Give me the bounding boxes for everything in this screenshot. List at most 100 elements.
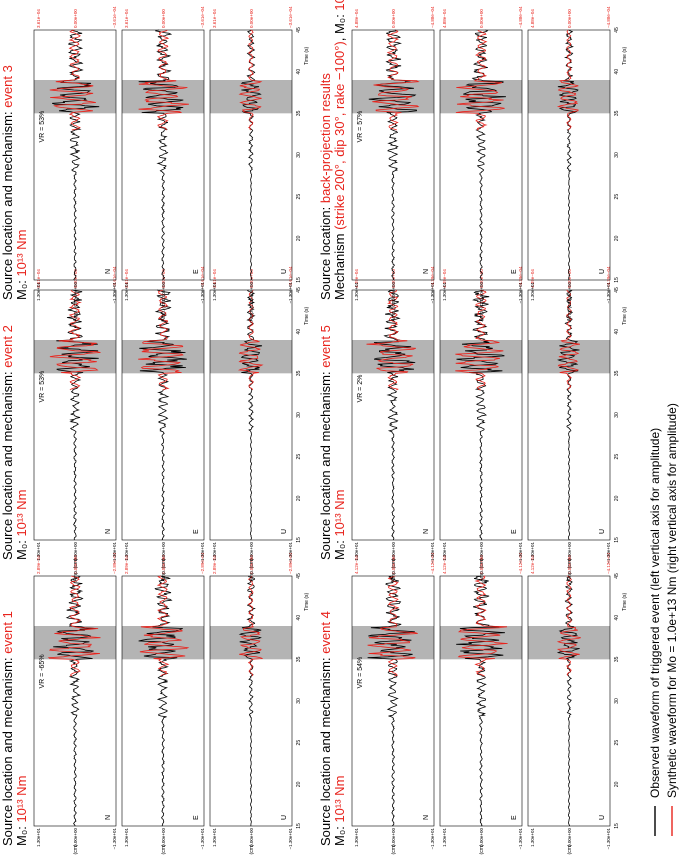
y-axis-label: Amp. (cm) [73,558,79,581]
right-tick-label: 4.39e−04 [354,269,359,288]
x-tick-label: 45 [614,27,620,33]
synthetic-trace [366,289,416,391]
right-tick-label: 4.12e−04 [354,555,359,574]
x-tick-label: 25 [614,194,620,200]
panel-frame [351,575,435,827]
time-window [210,625,292,660]
x-tick-label: 35 [614,370,620,376]
variance-reduction-label: VR = 53% [39,111,46,143]
y-axis-label: Amp. (cm) [567,298,573,321]
right-tick-label: 2.89e−04 [212,555,217,574]
header-line2-value: 10¹³ Nm [332,776,347,823]
right-tick-label: 0.00e+00 [161,555,166,574]
left-tick-label: 1.30e+01 [354,828,359,847]
x-axis-label: Time (s) [622,593,628,611]
left-tick-label: −1.30e+01 [518,542,523,564]
panel-frame [439,29,523,281]
right-tick-label: 0.00e+00 [479,555,484,574]
header-prefix: Source location: [318,203,333,300]
observed-trace [53,575,97,827]
left-tick-label: 1.30e+01 [36,542,41,561]
header-line2-value: 10¹³ Nm [332,490,347,537]
x-tick-label: 35 [614,656,620,662]
synthetic-trace [49,289,101,391]
right-tick-label: 3.61e−04 [36,9,41,28]
y-axis-label: Amp. (cm) [391,844,397,856]
left-tick-label: 0.00e+00 [567,282,572,301]
event-block-1: Source location and mechanism: event 1M₀… [0,552,310,861]
panel-frame [33,289,117,541]
synthetic-trace [557,289,580,391]
right-tick-label: −2.89e−04 [200,552,205,574]
x-tick-label: 40 [614,329,620,335]
right-tick-label: −3.61e−04 [112,266,117,288]
time-window [34,340,116,374]
legend-synthetic-label: Synthetic waveform for Mo = 1.0e+13 Nm (… [665,403,679,798]
left-tick-label: 1.30e+01 [530,828,535,847]
panel-N: NVR = 53%1.30e+013.61e−040.00e+000.00e+0… [33,266,117,582]
component-label: E [193,269,200,274]
y-axis-label: Amp. (cm) [391,298,397,321]
event-header-line1: Source location: back-projection results [318,73,333,300]
panel-U: U1.30e+013.61e−040.00e+000.00e+00−1.30e+… [209,266,310,582]
y-axis-label: Amp. (cm) [479,844,485,856]
x-tick-label: 40 [296,329,302,335]
synthetic-trace [556,575,581,677]
left-tick-label: 1.30e+01 [442,282,447,301]
x-tick-label: 30 [296,698,302,704]
right-tick-label: −3.61e−04 [200,266,205,288]
left-tick-label: 0.00e+00 [479,542,484,561]
left-tick-label: −1.30e+01 [518,282,523,304]
event-header-line1: Source location and mechanism: event 4 [318,611,333,846]
event-block-3: Source location and mechanism: event 3M₀… [0,6,310,322]
x-tick-label: 20 [296,235,302,241]
right-tick-label: −4.39e−04 [606,266,611,288]
component-label: U [599,815,606,820]
panel-E: E 1.30e+01 2.89e−04 0.00e+00 0.00e+00 −1.30e+… [121,552,205,861]
panel-N: NVR = 53%1.30e+013.61e−040.00e+000.00e+0… [33,6,117,322]
observed-trace [557,29,579,280]
header-event-name: event 4 [318,611,333,654]
synthetic-trace [457,575,508,677]
left-tick-label: 1.30e+01 [354,542,359,561]
left-tick-label: 0.00e+00 [567,828,572,847]
left-tick-label: −1.30e+01 [288,828,293,850]
right-tick-label: 0.00e+00 [479,9,484,28]
panel-U: U 1.30e+01 4.12e−04 0.00e+00 0.00e+00 −1.30e+… [527,552,628,861]
right-tick-label: 4.88e−04 [354,9,359,28]
right-tick-label: 2.89e−04 [36,555,41,574]
panel-N: N VR = 57% 1.30e+01 4.88e−04 0.00e+00 0.00e+0… [351,6,435,322]
event-header-line2: M₀: 10¹³ Nm [332,490,347,560]
observed-trace [367,575,415,827]
synthetic-trace [47,575,101,677]
variance-reduction-label: VR = 53% [39,371,46,403]
x-tick-label: 20 [614,235,620,241]
y-axis-label: Amp. (cm) [249,558,255,581]
left-tick-label: 1.30e+01 [36,828,41,847]
x-tick-label: 30 [614,152,620,158]
x-tick-label: 40 [296,615,302,621]
header-event-name: event 2 [0,325,15,368]
time-window [122,79,204,114]
right-tick-label: −4.88e−04 [606,6,611,28]
left-tick-label: −1.30e+01 [112,828,117,850]
event-block-2: Source location and mechanism: event 2M₀… [0,266,310,582]
event-header-line1: Source location and mechanism: event 5 [318,325,333,560]
observed-trace [138,575,183,827]
left-tick-label: 0.00e+00 [249,542,254,561]
synthetic-trace [237,289,264,391]
component-label: N [423,269,430,274]
event-block-5: Source location and mechanism: event 5M₀… [318,266,628,582]
header-line2-prefix: M₀: [14,537,29,560]
right-tick-label: 0.00e+00 [567,9,572,28]
right-tick-label: 3.61e−04 [212,9,217,28]
x-tick-label: 20 [296,495,302,501]
left-tick-label: 0.00e+00 [161,828,166,847]
right-tick-label: 0.00e+00 [391,555,396,574]
y-axis-label: Amp. (cm) [567,558,573,581]
right-tick-label: 3.61e−04 [212,269,217,288]
header-prefix: Source location and mechanism: [318,654,333,846]
left-tick-label: 0.00e+00 [73,542,78,561]
synthetic-trace [49,29,96,131]
